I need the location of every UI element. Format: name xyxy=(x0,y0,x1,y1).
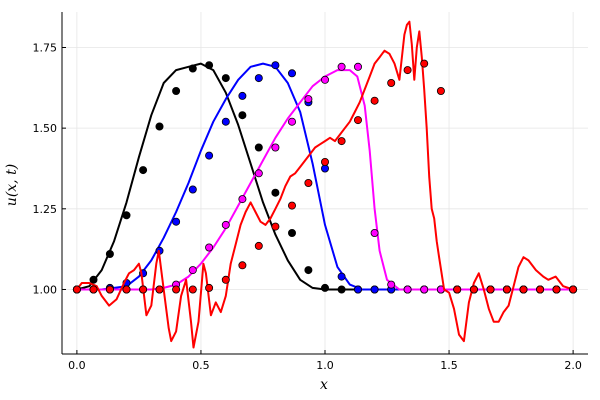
series-0-point xyxy=(205,61,214,70)
x-tick-label-2: 1.0 xyxy=(316,359,334,372)
series-3-point xyxy=(304,178,313,187)
series-2-point xyxy=(287,117,296,126)
series-0-point xyxy=(188,64,197,73)
series-1-point xyxy=(238,91,247,100)
series-1-point xyxy=(172,217,181,226)
series-3-point xyxy=(89,285,98,294)
series-3-point xyxy=(320,157,329,166)
series-3-point xyxy=(420,59,429,68)
series-1-point xyxy=(254,74,263,83)
series-3-point xyxy=(271,222,280,231)
series-2-point xyxy=(254,169,263,178)
series-3-point xyxy=(552,285,561,294)
y-tick-label-2: 1.50 xyxy=(33,122,58,135)
series-3-point xyxy=(287,201,296,210)
series-2-point xyxy=(403,285,412,294)
y-tick-label-0: 1.00 xyxy=(33,283,58,296)
series-2-point xyxy=(353,62,362,71)
series-0-point xyxy=(172,87,181,96)
y-axis-label: u(x, t) xyxy=(4,164,20,206)
series-3-point xyxy=(436,87,445,96)
series-3-point xyxy=(172,285,181,294)
x-tick-label-0: 0.0 xyxy=(68,359,86,372)
series-3-point xyxy=(469,285,478,294)
series-3-point xyxy=(486,285,495,294)
series-3-point xyxy=(519,285,528,294)
series-3-point xyxy=(105,285,114,294)
series-2-point xyxy=(320,75,329,84)
series-1-point xyxy=(221,117,230,126)
series-0-point xyxy=(105,249,114,258)
series-2-point xyxy=(387,280,396,289)
series-3-point xyxy=(72,285,81,294)
series-1-point xyxy=(337,272,346,281)
series-0-point xyxy=(238,111,247,120)
series-3-point xyxy=(122,285,131,294)
series-0-point xyxy=(320,283,329,292)
series-3-point xyxy=(254,241,263,250)
series-3-point xyxy=(502,285,511,294)
series-1-point xyxy=(205,151,214,160)
series-3-point xyxy=(238,261,247,270)
series-3-line xyxy=(75,20,575,349)
series-3-point xyxy=(569,285,578,294)
series-0-point xyxy=(304,266,313,275)
series-2-point xyxy=(238,195,247,204)
series-3-point xyxy=(205,283,214,292)
x-tick-label-1: 0.5 xyxy=(192,359,210,372)
series-0-point xyxy=(221,74,230,83)
series-1-point xyxy=(271,61,280,70)
series-2-point xyxy=(420,285,429,294)
series-1-point xyxy=(188,185,197,194)
series-3-point xyxy=(155,285,164,294)
series-3-point xyxy=(353,116,362,125)
series-2-point xyxy=(337,62,346,71)
series-3-point xyxy=(403,66,412,75)
series-layer xyxy=(72,20,578,349)
series-0-point xyxy=(155,122,164,131)
series-0-point xyxy=(122,211,131,220)
series-3-point xyxy=(221,275,230,284)
series-1-line xyxy=(75,62,575,291)
series-1-point xyxy=(353,285,362,294)
series-2-point xyxy=(271,143,280,152)
y-tick-label-1: 1.25 xyxy=(33,203,58,216)
x-tick-label-4: 2.0 xyxy=(564,359,582,372)
series-3-point xyxy=(188,285,197,294)
tick-labels: 0.0 0.5 1.0 1.5 2.0 1.00 1.25 1.50 1.75 xyxy=(33,41,582,372)
x-tick-label-3: 1.5 xyxy=(440,359,458,372)
series-1-point xyxy=(370,285,379,294)
series-0-point xyxy=(287,228,296,237)
series-0-point xyxy=(337,285,346,294)
series-3-point xyxy=(536,285,545,294)
series-2-point xyxy=(304,95,313,104)
series-3-point xyxy=(387,79,396,88)
series-3-point xyxy=(453,285,462,294)
series-1-point xyxy=(287,69,296,78)
series-2-point xyxy=(221,220,230,229)
series-3-point xyxy=(139,285,148,294)
x-axis-label: x xyxy=(320,377,328,393)
series-2-point xyxy=(205,243,214,252)
series-2-point xyxy=(188,266,197,275)
series-0-point xyxy=(271,188,280,197)
series-3 xyxy=(72,20,578,349)
series-3-point xyxy=(337,137,346,146)
series-0-point xyxy=(89,275,98,284)
y-tick-label-3: 1.75 xyxy=(33,41,58,54)
series-3-point xyxy=(370,96,379,105)
series-0-point xyxy=(254,143,263,152)
series-2-point xyxy=(370,228,379,237)
series-0-point xyxy=(139,166,148,175)
